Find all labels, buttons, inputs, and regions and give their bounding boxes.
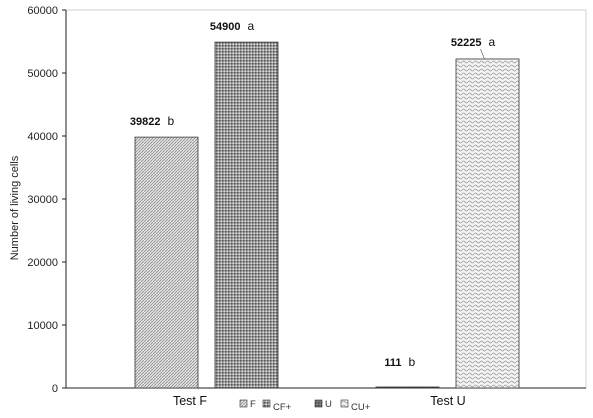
y-tick-label: 60000 bbox=[27, 5, 58, 17]
legend-swatch bbox=[262, 399, 271, 408]
group-labels: Test F Test U bbox=[173, 394, 466, 408]
y-tick-label: 50000 bbox=[27, 68, 58, 80]
significance-label: b bbox=[409, 355, 416, 369]
bar-u bbox=[375, 386, 440, 389]
y-tick-label: 40000 bbox=[27, 131, 58, 143]
y-tick-label: 20000 bbox=[27, 257, 58, 269]
y-tick-label: 0 bbox=[52, 383, 58, 395]
y-ticks: 0 10000 20000 30000 40000 50000 60000 bbox=[27, 5, 66, 395]
bars bbox=[134, 41, 520, 389]
significance-label: b bbox=[168, 114, 175, 128]
value-label: 111 bbox=[384, 357, 401, 369]
y-tick-label: 10000 bbox=[27, 320, 58, 332]
label-leader-line bbox=[480, 48, 485, 60]
y-axis-title: Number of living cells bbox=[9, 155, 21, 260]
legend-label: U bbox=[325, 399, 332, 410]
y-tick-label: 30000 bbox=[27, 194, 58, 206]
legend-swatch bbox=[239, 399, 248, 408]
value-label: 52225 bbox=[451, 37, 482, 49]
significance-label: a bbox=[248, 19, 255, 33]
legend-label: F bbox=[250, 399, 256, 410]
group-label: Test F bbox=[173, 394, 207, 408]
legend-label: CF+ bbox=[273, 402, 292, 413]
bar-cu-plus bbox=[455, 58, 520, 389]
group-label: Test U bbox=[430, 394, 465, 408]
bar-cf-plus bbox=[214, 41, 279, 389]
value-label: 39822 bbox=[130, 116, 161, 128]
value-label: 54900 bbox=[210, 21, 241, 33]
legend: F CF+ U CU+ bbox=[239, 399, 371, 413]
legend-swatch bbox=[314, 399, 323, 408]
bar-f bbox=[134, 136, 199, 389]
legend-swatch bbox=[340, 399, 349, 408]
significance-label: a bbox=[489, 35, 496, 49]
value-labels: 39822 b 54900 a 111 b 52225 a bbox=[130, 19, 496, 369]
legend-label: CU+ bbox=[351, 402, 371, 413]
